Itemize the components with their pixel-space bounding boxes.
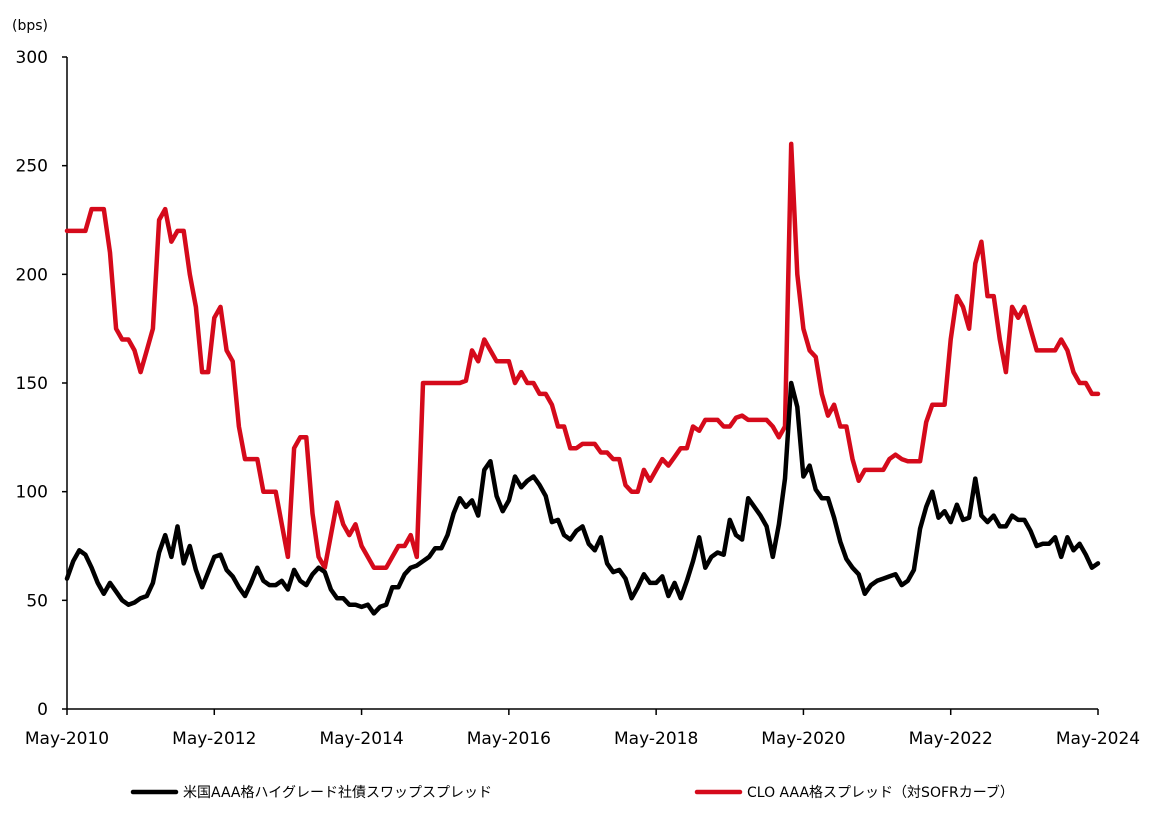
legend-label: CLO AAA格スプレッド（対SOFRカーブ）: [747, 784, 1014, 801]
legend-item-aaa-corporate-spread: 米国AAA格ハイグレード社債スワップスプレッド: [130, 785, 492, 801]
x-tick-label: May-2018: [614, 729, 698, 749]
series-line-clo-aaa-spread: [64, 141, 1101, 570]
y-tick-label: 100: [16, 483, 48, 503]
y-tick-label: 50: [26, 591, 48, 611]
legend: 米国AAA格ハイグレード社債スワップスプレッド CLO AAA格スプレッド（対SO…: [130, 784, 1014, 801]
series-layer: [64, 141, 1101, 616]
y-tick-label: 0: [37, 700, 48, 720]
x-tick-label: May-2010: [25, 729, 109, 749]
y-unit-label: (bps): [12, 18, 48, 34]
x-tick-label: May-2024: [1056, 729, 1140, 749]
y-tick-label: 150: [16, 374, 48, 394]
x-tick-label: May-2012: [172, 729, 256, 749]
y-tick-label: 300: [16, 48, 48, 68]
x-tick-label: May-2020: [761, 729, 845, 749]
x-tick-label: May-2014: [319, 729, 403, 749]
x-tick-label: May-2016: [467, 729, 551, 749]
y-tick-label: 250: [16, 157, 48, 177]
legend-label: 米国AAA格ハイグレード社債スワップスプレッド: [183, 785, 492, 801]
x-tick-label: May-2022: [909, 729, 993, 749]
series-line-aaa-corporate-spread: [64, 380, 1101, 616]
y-tick-label: 200: [16, 265, 48, 285]
y-axis: 0 50 100 150 200 250 300: [16, 48, 68, 720]
legend-item-clo-aaa-spread: CLO AAA格スプレッド（対SOFRカーブ）: [694, 784, 1014, 801]
x-axis: May-2010 May-2012 May-2014 May-2016 May-2018…: [25, 708, 1140, 749]
